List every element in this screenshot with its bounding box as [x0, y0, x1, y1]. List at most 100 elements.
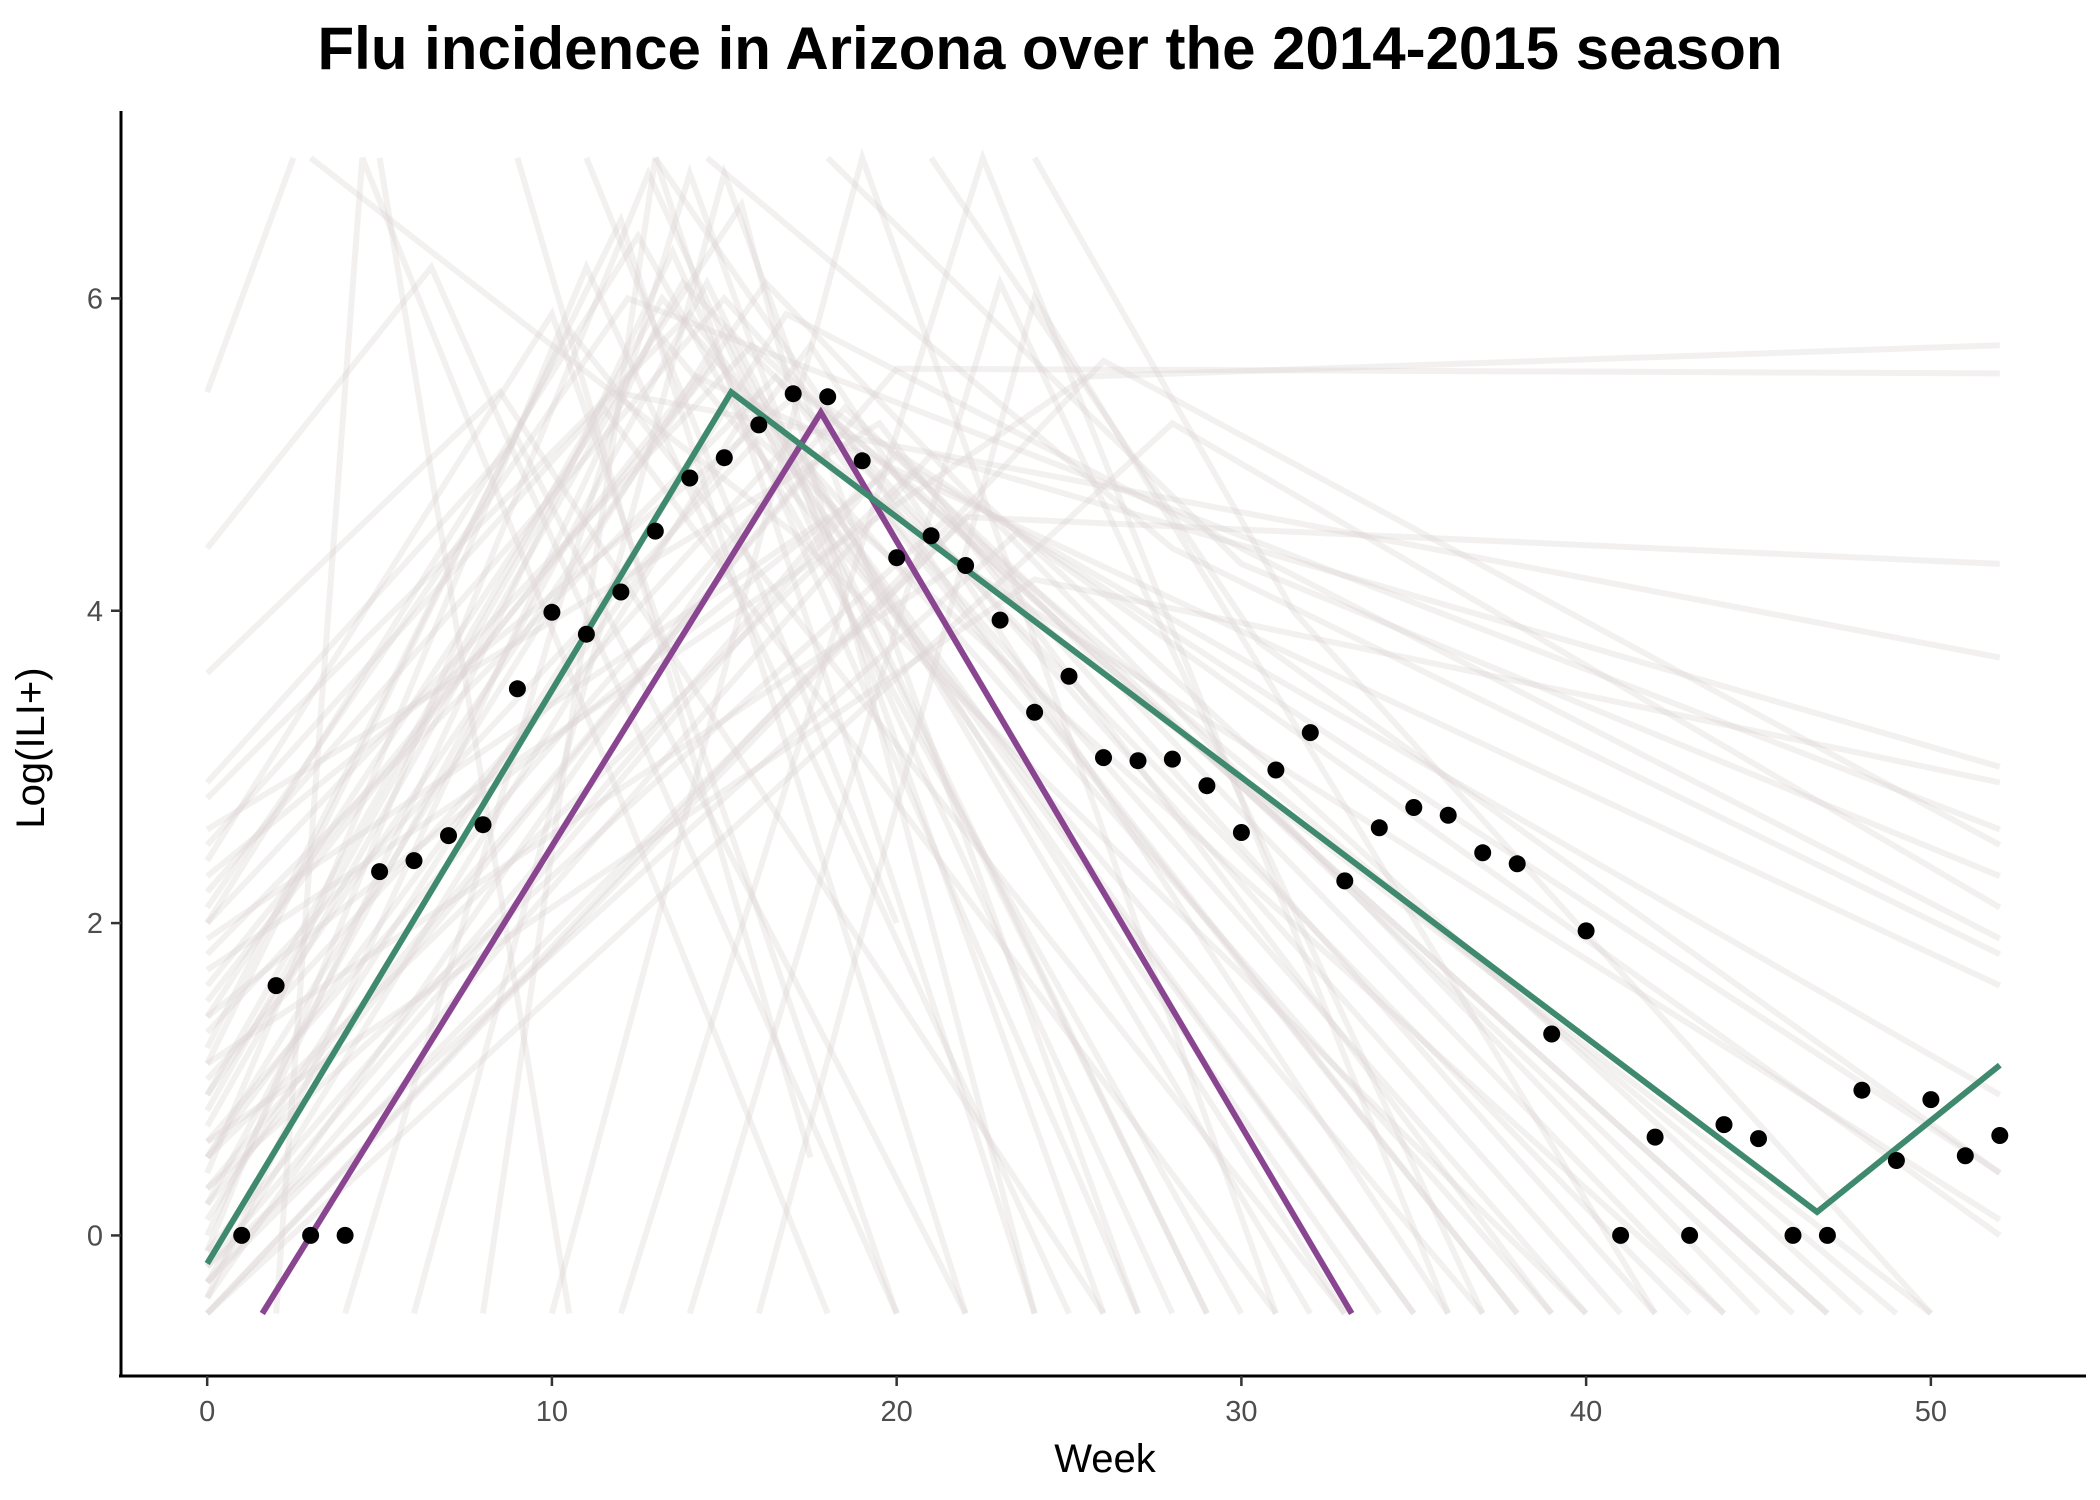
background-curve-16 — [204, 324, 1485, 1316]
background-curve-42 — [204, 156, 297, 394]
background-curve-49 — [686, 274, 1486, 1315]
data-point-week-47 — [1818, 1226, 1836, 1244]
background-curve-33 — [204, 310, 2002, 1222]
background-curve-55 — [308, 155, 1589, 1316]
data-point-week-40 — [1577, 922, 1595, 940]
data-point-week-15 — [715, 449, 733, 467]
x-tick-label-30: 30 — [1225, 1396, 1257, 1428]
background-curve-41 — [204, 261, 900, 1315]
x-axis-ticks: 0 10 20 30 40 50 — [199, 1376, 1947, 1428]
background-curve-31 — [205, 466, 2002, 1160]
background-curve-59 — [1031, 156, 1934, 1316]
data-point-week-29 — [1198, 777, 1216, 795]
background-curve-68 — [205, 357, 2002, 1316]
x-tick-label-50: 50 — [1915, 1396, 1947, 1428]
background-curve-63 — [205, 434, 1727, 1316]
background-curve-22 — [204, 278, 1761, 1316]
chart-title: Flu incidence in Arizona over the 2014-2… — [317, 15, 1783, 82]
background-curve-54 — [652, 156, 1520, 1316]
background-curve-10 — [205, 371, 1520, 1316]
background-curve-14 — [204, 230, 1245, 1315]
background-curve-2 — [204, 386, 1348, 1316]
data-point-week-50 — [1922, 1091, 1940, 1109]
data-point-week-28 — [1163, 750, 1181, 768]
background-curve-66 — [205, 466, 1830, 1316]
data-point-week-21 — [922, 527, 940, 545]
y-tick-label-6: 6 — [87, 283, 103, 315]
background-curve-25 — [204, 450, 1933, 1316]
background-curve-36 — [204, 388, 2001, 848]
background-curve-62 — [205, 512, 1417, 1316]
data-point-week-46 — [1784, 1226, 1802, 1244]
background-curve-46 — [480, 156, 1038, 1315]
data-point-week-32 — [1301, 724, 1319, 742]
data-point-week-43 — [1681, 1226, 1699, 1244]
background-curve-44 — [342, 163, 1107, 1315]
data-point-week-1 — [233, 1226, 251, 1244]
data-point-week-42 — [1646, 1128, 1664, 1146]
data-point-week-48 — [1853, 1081, 1871, 1099]
background-curves — [204, 147, 2002, 1316]
background-curve-32 — [204, 372, 2002, 1004]
background-curve-69 — [205, 419, 2002, 1316]
background-curve-27 — [204, 324, 1348, 1316]
data-point-week-22 — [957, 557, 975, 574]
data-point-week-33 — [1336, 872, 1354, 890]
data-point-week-8 — [474, 816, 492, 834]
data-point-week-23 — [991, 611, 1009, 629]
background-curve-0 — [204, 276, 1210, 1315]
data-point-week-36 — [1439, 806, 1457, 824]
data-point-week-27 — [1129, 752, 1147, 770]
data-point-week-16 — [750, 416, 768, 434]
background-curve-51 — [376, 157, 573, 1314]
fitted-curves — [204, 387, 2002, 1316]
data-point-week-14 — [681, 469, 699, 487]
background-curve-11 — [205, 387, 1107, 1316]
data-point-week-31 — [1267, 761, 1285, 779]
background-curve-50 — [755, 290, 1658, 1316]
data-point-week-49 — [1887, 1152, 1905, 1169]
background-curve-35 — [204, 451, 2001, 1285]
background-curve-7 — [204, 197, 1038, 1315]
data-point-week-38 — [1508, 855, 1526, 873]
axes — [119, 111, 2086, 1378]
data-point-week-5 — [371, 863, 389, 881]
background-curve-29 — [205, 341, 1830, 1316]
fit-line-purple — [259, 406, 1355, 1316]
data-point-week-41 — [1612, 1226, 1630, 1244]
data-point-week-37 — [1474, 844, 1492, 862]
data-point-week-3 — [302, 1226, 320, 1244]
background-curve-60 — [204, 433, 969, 1315]
data-point-week-4 — [336, 1226, 354, 1244]
x-tick-label-20: 20 — [881, 1396, 913, 1428]
data-point-week-17 — [784, 385, 802, 403]
fit-line-green — [204, 387, 2002, 1266]
x-tick-label-0: 0 — [199, 1396, 215, 1428]
background-curve-56 — [705, 155, 2002, 957]
y-axis-title: Log(ILI+) — [9, 667, 53, 828]
background-curve-47 — [549, 147, 1279, 1315]
data-point-week-20 — [888, 549, 906, 567]
background-curve-57 — [825, 155, 2001, 879]
y-tick-label-4: 4 — [87, 596, 103, 628]
data-point-week-24 — [1026, 703, 1044, 721]
background-curve-21 — [204, 355, 1382, 1316]
background-curve-40 — [205, 513, 2000, 1316]
background-curve-17 — [204, 403, 1796, 1316]
data-point-week-51 — [1956, 1147, 1974, 1165]
background-curve-61 — [204, 323, 1210, 1315]
background-curve-13 — [205, 512, 1658, 1316]
background-curve-5 — [204, 244, 1141, 1315]
data-point-week-44 — [1715, 1116, 1733, 1134]
y-axis-ticks: 0 2 4 6 — [87, 283, 121, 1252]
background-curve-30 — [204, 403, 2002, 1300]
background-curve-1 — [204, 212, 969, 1315]
background-curve-26 — [205, 528, 2002, 1269]
data-point-week-9 — [508, 680, 526, 698]
background-curve-39 — [204, 365, 2000, 1191]
data-point-week-7 — [440, 827, 457, 845]
data-point-week-18 — [819, 388, 837, 406]
data-point-week-13 — [646, 522, 664, 540]
data-point-week-52 — [1991, 1127, 2009, 1144]
background-curve-20 — [204, 259, 1072, 1315]
